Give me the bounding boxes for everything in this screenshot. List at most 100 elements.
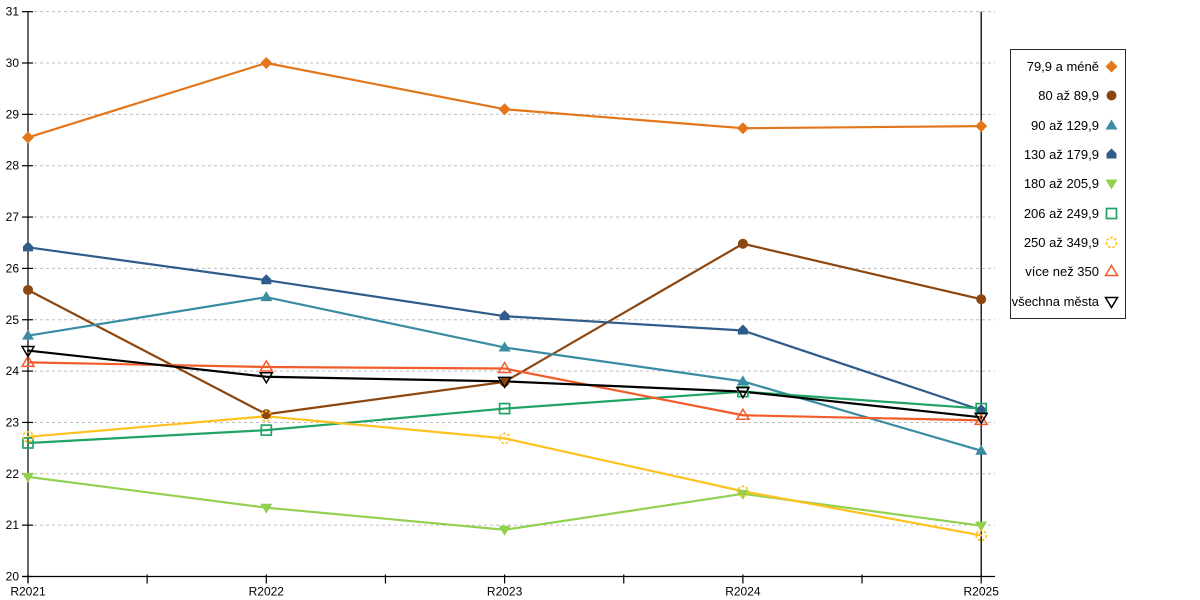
marker-circle-filled — [737, 238, 748, 249]
marker-pentagon-filled — [976, 404, 987, 415]
marker-circle-open — [975, 529, 988, 542]
legend-label: 180 až 205,9 — [1023, 176, 1099, 192]
marker-pentagon-filled — [261, 274, 272, 285]
x-tick-label-R2024: R2024 — [725, 585, 761, 599]
triangle-down-filled-legend-icon — [1105, 179, 1118, 190]
x-tick-label-R2022: R2022 — [249, 585, 285, 599]
legend-label: 250 až 349,9 — [1023, 235, 1099, 251]
series-markers-3 — [23, 241, 987, 415]
y-tick-label-20: 20 — [6, 570, 20, 584]
series-markers-0 — [22, 57, 988, 144]
marker-triangle-up-filled — [975, 444, 988, 455]
legend-label: všechna města — [1011, 293, 1099, 309]
series-line-0 — [26, 61, 983, 139]
legend-item-1: 80 až 89,9 — [1011, 81, 1125, 110]
x-tick-label-R2025: R2025 — [964, 585, 1000, 599]
series-line-6 — [26, 415, 983, 537]
marker-triangle-down-filled — [498, 525, 511, 536]
marker-pentagon-filled — [1106, 148, 1117, 159]
circle-open-legend-icon — [1105, 236, 1118, 249]
marker-circle-open — [22, 430, 34, 443]
y-tick-label-26: 26 — [6, 261, 20, 275]
square-open-legend-icon — [1105, 207, 1118, 220]
marker-triangle-up-open — [1104, 264, 1119, 277]
x-tick-label-R2021: R2021 — [10, 585, 46, 599]
marker-triangle-up-filled — [498, 341, 511, 352]
marker-triangle-up-filled — [1105, 119, 1118, 130]
marker-triangle-down-open — [1104, 296, 1119, 309]
marker-diamond-filled — [975, 120, 988, 133]
marker-pentagon-filled — [23, 241, 33, 252]
triangle-up-filled-legend-icon — [1105, 119, 1118, 130]
marker-triangle-down-filled — [736, 489, 749, 500]
marker-triangle-down-filled — [975, 521, 988, 532]
triangle-down-open-legend-icon — [1104, 296, 1119, 309]
marker-diamond-filled — [498, 103, 511, 116]
marker-triangle-down-open — [735, 386, 751, 400]
marker-diamond-filled — [22, 131, 34, 144]
circle-filled-legend-icon — [1106, 90, 1117, 101]
marker-circle-open — [1105, 236, 1118, 249]
y-tick-label-24: 24 — [6, 364, 20, 378]
marker-triangle-down-open — [973, 412, 989, 425]
marker-triangle-up-open — [20, 354, 36, 368]
legend-item-4: 180 až 205,9 — [1011, 169, 1125, 198]
marker-diamond-filled — [1105, 60, 1118, 73]
marker-triangle-down-filled — [1105, 179, 1118, 190]
marker-square-open — [1105, 207, 1118, 220]
marker-triangle-down-filled — [260, 503, 273, 514]
y-tick-label-23: 23 — [6, 415, 20, 429]
marker-square-open — [260, 424, 273, 437]
legend-item-5: 206 až 249,9 — [1011, 199, 1125, 228]
series-line-5 — [26, 390, 983, 445]
x-tick-label-R2023: R2023 — [487, 585, 523, 599]
y-tick-label-28: 28 — [6, 159, 20, 173]
marker-circle-filled — [1106, 90, 1117, 101]
series-line-7 — [26, 361, 983, 422]
diamond-filled-legend-icon — [1105, 60, 1118, 73]
legend-label: 80 až 89,9 — [1038, 88, 1099, 104]
y-tick-label-29: 29 — [6, 107, 20, 121]
marker-circle-open — [260, 410, 273, 423]
marker-triangle-down-open — [497, 376, 512, 389]
y-tick-label-31: 31 — [6, 5, 20, 19]
marker-triangle-up-open — [497, 361, 512, 374]
pentagon-filled-legend-icon — [1106, 148, 1117, 159]
legend-item-0: 79,9 a méně — [1011, 52, 1125, 81]
marker-triangle-down-open — [20, 345, 36, 359]
marker-triangle-up-filled — [736, 375, 749, 386]
series-markers-2 — [22, 291, 988, 455]
marker-triangle-up-filled — [22, 329, 34, 340]
legend-label: více než 350 — [1025, 264, 1099, 280]
marker-square-open — [22, 437, 34, 449]
y-tick-label-22: 22 — [6, 467, 20, 481]
y-tick-label-21: 21 — [6, 518, 20, 532]
marker-diamond-filled — [260, 57, 273, 69]
y-tick-label-30: 30 — [6, 56, 20, 70]
series-markers-8 — [20, 345, 989, 425]
series-line-4 — [26, 475, 983, 531]
chart-legend: 79,9 a méně 80 až 89,9 90 až 129,9 130 až 1… — [1010, 49, 1126, 319]
legend-label: 130 až 179,9 — [1023, 147, 1099, 163]
marker-circle-filled — [23, 284, 33, 295]
marker-square-open — [498, 402, 511, 415]
legend-label: 206 až 249,9 — [1023, 205, 1099, 221]
series-markers-4 — [22, 472, 988, 536]
marker-pentagon-filled — [499, 310, 510, 321]
marker-triangle-down-open — [258, 371, 274, 385]
legend-item-7: více než 350 — [1011, 257, 1125, 286]
marker-circle-open — [498, 432, 511, 445]
marker-circle-filled — [261, 409, 272, 420]
legend-label: 79,9 a méně — [1026, 59, 1099, 75]
marker-triangle-down-filled — [22, 472, 34, 483]
marker-pentagon-filled — [737, 324, 748, 335]
marker-circle-open — [737, 485, 749, 498]
legend-item-6: 250 až 349,9 — [1011, 228, 1125, 257]
y-tick-label-27: 27 — [6, 210, 20, 224]
series-markers-6 — [22, 410, 988, 542]
legend-label: 90 až 129,9 — [1031, 117, 1099, 133]
marker-triangle-up-open — [735, 407, 751, 421]
legend-item-3: 130 až 179,9 — [1011, 140, 1125, 169]
